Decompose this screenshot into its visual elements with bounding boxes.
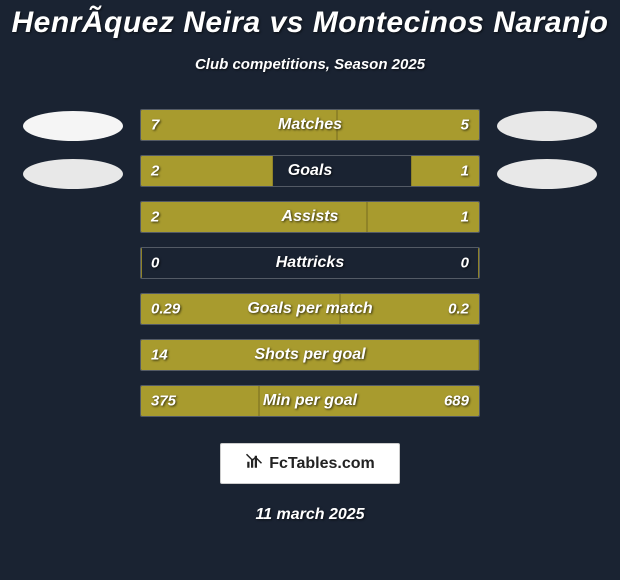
- player-right-badge-2: [497, 159, 597, 189]
- bar-fill-left: [141, 248, 142, 278]
- comparison-bars: 7Matches5 2Goals1 2Assists1 0Hattricks0 0.29…: [140, 109, 480, 417]
- chart-icon: [245, 452, 263, 475]
- stat-value-right: 0: [461, 255, 469, 272]
- bar-fill-left: [141, 110, 337, 140]
- bar-fill-right: [340, 294, 479, 324]
- player-right-badge-1: [497, 111, 597, 141]
- stat-label: Hattricks: [141, 254, 479, 272]
- stat-row: 375Min per goal689: [140, 385, 480, 417]
- player-left-badge-2: [23, 159, 123, 189]
- right-badges-col: [492, 109, 602, 189]
- subtitle: Club competitions, Season 2025: [195, 56, 425, 73]
- stat-row: 0.29Goals per match0.2: [140, 293, 480, 325]
- bar-fill-right: [478, 248, 479, 278]
- stat-row: 0Hattricks0: [140, 247, 480, 279]
- source-badge: FcTables.com: [220, 443, 400, 484]
- bar-fill-right: [411, 156, 479, 186]
- stat-row: 14Shots per goal: [140, 339, 480, 371]
- root: HenrÃ­quez Neira vs Montecinos Naranjo C…: [0, 0, 620, 580]
- stat-row: 2Assists1: [140, 201, 480, 233]
- left-badges-col: [18, 109, 128, 189]
- bar-fill-left: [141, 386, 259, 416]
- stats-area: 7Matches5 2Goals1 2Assists1 0Hattricks0 0.29…: [0, 109, 620, 417]
- bar-fill-right: [478, 340, 479, 370]
- bar-fill-left: [141, 156, 273, 186]
- bar-fill-left: [141, 294, 340, 324]
- player-left-badge-1: [23, 111, 123, 141]
- bar-fill-right: [367, 202, 479, 232]
- date-label: 11 march 2025: [255, 506, 364, 524]
- page-title: HenrÃ­quez Neira vs Montecinos Naranjo: [12, 6, 609, 40]
- bar-fill-right: [259, 386, 479, 416]
- stat-value-left: 0: [151, 255, 159, 272]
- bar-fill-right: [337, 110, 479, 140]
- bar-fill-left: [141, 340, 479, 370]
- stat-row: 2Goals1: [140, 155, 480, 187]
- bar-fill-left: [141, 202, 367, 232]
- stat-row: 7Matches5: [140, 109, 480, 141]
- source-label: FcTables.com: [269, 455, 375, 473]
